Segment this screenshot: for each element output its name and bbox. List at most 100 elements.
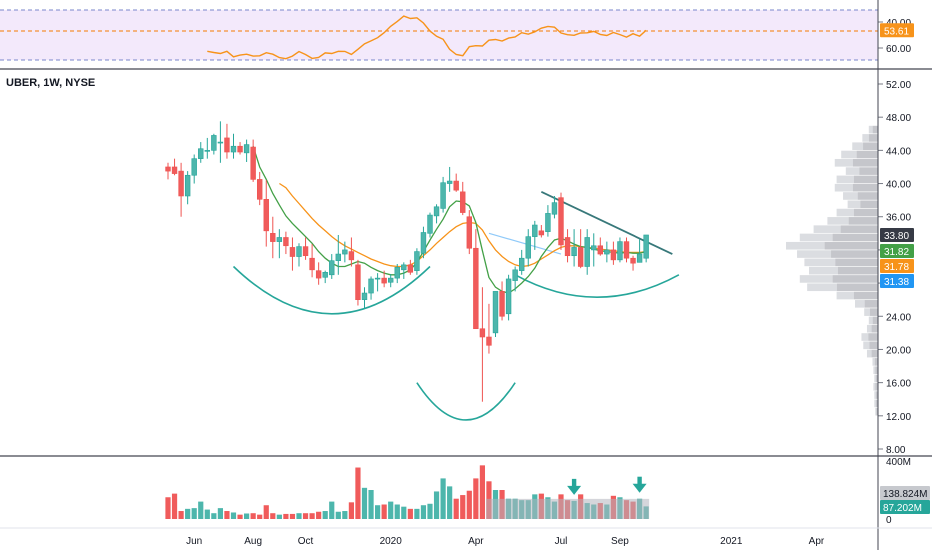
volume-profile-bar-b xyxy=(875,366,878,375)
volume-profile-bar-a xyxy=(841,150,857,159)
volume-bar xyxy=(453,498,459,519)
volume-bar xyxy=(309,513,315,519)
time-tick-label: Aug xyxy=(244,536,262,547)
volume-bar xyxy=(270,513,276,519)
symbol-label: UBER, 1W, NYSE xyxy=(6,77,96,89)
candle-body xyxy=(191,158,197,176)
candle-body xyxy=(368,278,374,294)
volume-bar xyxy=(204,509,210,519)
volume-profile-bar-a xyxy=(827,217,849,225)
candle-body xyxy=(309,257,315,271)
candle-body xyxy=(446,180,453,184)
candle-body xyxy=(355,264,361,300)
time-tick-label: 2021 xyxy=(720,536,743,547)
volume-profile-bar-a xyxy=(864,308,870,316)
volume-bar xyxy=(440,478,446,519)
candle-body xyxy=(414,251,420,271)
volume-value-tag xyxy=(880,500,930,514)
price-tick-label: 8.00 xyxy=(886,445,906,456)
candle-body xyxy=(630,257,636,264)
volume-profile-bar-a xyxy=(804,258,836,267)
trendline-light-line xyxy=(488,232,562,255)
candle-body xyxy=(440,182,446,209)
price-tick-label: 40.00 xyxy=(886,180,911,191)
volume-bar xyxy=(348,502,354,519)
volume-profile-bar-a xyxy=(799,275,833,283)
candle-body xyxy=(623,241,630,259)
candle-body xyxy=(401,264,407,271)
volume-profile-bar-b xyxy=(863,142,878,151)
volume-profile-bar-a xyxy=(834,158,853,167)
volume-bars xyxy=(165,465,650,519)
volume-bar xyxy=(191,508,197,519)
volume-bar xyxy=(257,514,263,519)
volume-bar xyxy=(388,501,394,519)
volume-bar xyxy=(244,513,250,519)
candle-body xyxy=(486,336,492,346)
rsi-value-label: 53.61 xyxy=(884,26,909,37)
candle-body xyxy=(361,292,368,300)
volume-profile-bar-b xyxy=(876,407,878,416)
candle-body xyxy=(230,145,237,153)
candle-body xyxy=(302,246,309,257)
candle-body xyxy=(178,170,184,197)
price-value-tag xyxy=(880,244,914,258)
volume-profile-bar-a xyxy=(852,142,864,151)
volume-profile-bar-a xyxy=(855,300,865,308)
candle-body xyxy=(492,291,499,334)
rsi-line xyxy=(207,15,647,60)
volume-profile-bar-b xyxy=(868,134,878,142)
volume-profile-bar-b xyxy=(853,291,878,300)
candle-body xyxy=(545,213,551,232)
volume-profile-bar-a xyxy=(834,183,853,192)
volume-tick-label: 400M xyxy=(886,457,911,468)
volume-profile-bar-a xyxy=(874,374,876,383)
candle-body xyxy=(184,174,191,197)
price-tick-label: 44.00 xyxy=(886,146,911,157)
volume-profile-bar-a xyxy=(872,358,875,366)
volume-profile-bar-b xyxy=(848,217,878,225)
rsi-band xyxy=(0,10,878,60)
volume-profile-bar-b xyxy=(869,308,878,316)
volume-profile-bar-b xyxy=(853,208,878,217)
down-arrow-icon xyxy=(567,485,582,495)
price-tick-label: 16.00 xyxy=(886,379,911,390)
volume-profile-bar-a xyxy=(809,266,838,275)
candle-body xyxy=(348,251,355,261)
volume-profile-bar-a xyxy=(847,200,861,209)
volume-bar xyxy=(211,513,217,519)
price-value-label: 31.82 xyxy=(884,247,909,258)
candle-body xyxy=(342,249,348,255)
volume-profile-bar-b xyxy=(852,158,878,167)
candle-body xyxy=(329,260,335,276)
candle-body xyxy=(636,253,643,263)
candle-body xyxy=(453,180,459,191)
price-tick-label: 20.00 xyxy=(886,345,911,356)
candle-body xyxy=(263,199,269,232)
volume-profile-bar-b xyxy=(832,275,878,283)
candle-body xyxy=(577,247,584,267)
time-tick-label: Apr xyxy=(468,536,484,547)
candle-body xyxy=(617,241,623,261)
volume-bar xyxy=(447,486,453,519)
down-arrow-icon xyxy=(632,483,647,493)
price-tick-label: 36.00 xyxy=(886,213,911,224)
time-tick-label: Sep xyxy=(611,536,629,547)
volume-bar xyxy=(263,505,269,519)
price-value-label: 33.80 xyxy=(884,231,909,242)
volume-profile-bar-b xyxy=(869,341,878,350)
candle-body xyxy=(171,166,178,174)
volume-profile-bar-a xyxy=(863,341,870,350)
volume-profile-bar-a xyxy=(807,283,837,292)
candle-body xyxy=(479,328,486,338)
time-tick-label: Jul xyxy=(555,536,568,547)
volume-profile-bar-b xyxy=(831,250,878,258)
candle-body xyxy=(224,137,230,153)
volume-profile-bar-b xyxy=(835,258,878,267)
volume-bar xyxy=(394,504,400,519)
volume-bar xyxy=(165,497,171,519)
candle-body xyxy=(551,202,558,215)
cup-arc-head xyxy=(416,382,516,421)
